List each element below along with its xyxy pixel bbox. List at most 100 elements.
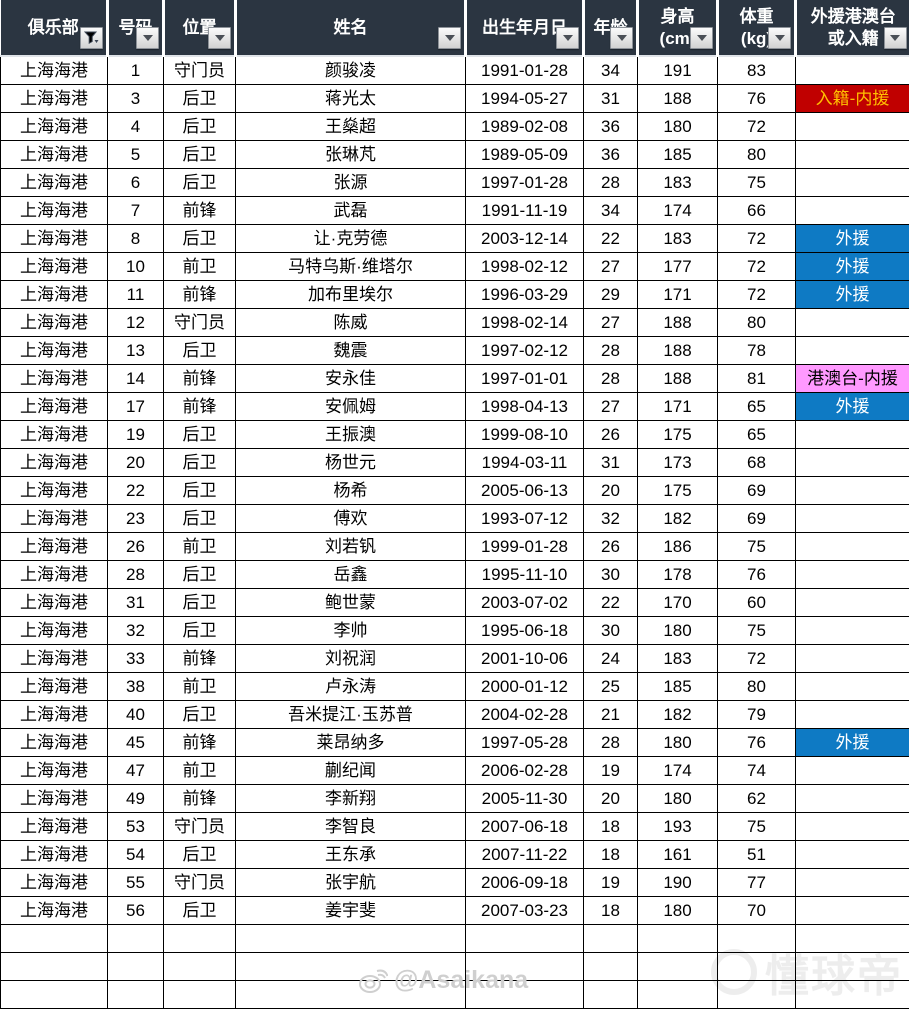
cell-name[interactable]: 傅欢 [236,505,466,533]
cell-age[interactable]: 22 [584,589,638,617]
cell-number[interactable]: 31 [108,589,164,617]
cell-number[interactable]: 47 [108,757,164,785]
cell-weight[interactable]: 76 [718,729,796,757]
cell-weight[interactable]: 72 [718,281,796,309]
cell-dob[interactable]: 2005-06-13 [466,477,584,505]
cell-age[interactable]: 25 [584,673,638,701]
cell-position[interactable]: 后卫 [164,113,236,141]
cell-name[interactable]: 马特乌斯·维塔尔 [236,253,466,281]
cell-dob[interactable]: 1997-02-12 [466,337,584,365]
cell-age[interactable]: 30 [584,561,638,589]
cell-name[interactable]: 李智良 [236,813,466,841]
cell-number[interactable]: 33 [108,645,164,673]
cell-age[interactable]: 30 [584,617,638,645]
cell-age[interactable]: 27 [584,309,638,337]
cell-age[interactable]: 32 [584,505,638,533]
cell-club[interactable]: 上海海港 [1,505,108,533]
cell-name[interactable]: 李新翔 [236,785,466,813]
cell-position[interactable]: 前卫 [164,757,236,785]
cell-position[interactable]: 守门员 [164,813,236,841]
empty-cell-name[interactable] [236,953,466,981]
cell-name[interactable]: 王燊超 [236,113,466,141]
cell-weight[interactable]: 75 [718,617,796,645]
cell-age[interactable]: 20 [584,785,638,813]
cell-dob[interactable]: 2005-11-30 [466,785,584,813]
cell-number[interactable]: 7 [108,197,164,225]
cell-age[interactable]: 20 [584,477,638,505]
empty-cell-weight[interactable] [718,925,796,953]
cell-number[interactable]: 11 [108,281,164,309]
cell-status[interactable] [796,757,909,785]
cell-age[interactable]: 27 [584,253,638,281]
cell-position[interactable]: 后卫 [164,897,236,925]
cell-dob[interactable]: 1994-05-27 [466,85,584,113]
cell-height[interactable]: 191 [638,56,718,85]
empty-cell-weight[interactable] [718,981,796,1009]
cell-weight[interactable]: 66 [718,197,796,225]
cell-dob[interactable]: 2003-12-14 [466,225,584,253]
cell-number[interactable]: 54 [108,841,164,869]
cell-status[interactable] [796,617,909,645]
cell-height[interactable]: 173 [638,449,718,477]
cell-dob[interactable]: 2007-06-18 [466,813,584,841]
cell-club[interactable]: 上海海港 [1,337,108,365]
cell-height[interactable]: 180 [638,617,718,645]
cell-weight[interactable]: 72 [718,113,796,141]
cell-height[interactable]: 180 [638,729,718,757]
empty-cell-weight[interactable] [718,953,796,981]
empty-cell-status[interactable] [796,925,909,953]
cell-height[interactable]: 183 [638,169,718,197]
cell-dob[interactable]: 1995-06-18 [466,617,584,645]
cell-position[interactable]: 前锋 [164,393,236,421]
cell-height[interactable]: 174 [638,757,718,785]
cell-status[interactable]: 外援 [796,393,909,421]
cell-club[interactable]: 上海海港 [1,253,108,281]
cell-number[interactable]: 23 [108,505,164,533]
cell-club[interactable]: 上海海港 [1,785,108,813]
cell-age[interactable]: 28 [584,337,638,365]
cell-status[interactable] [796,421,909,449]
cell-weight[interactable]: 79 [718,701,796,729]
cell-number[interactable]: 13 [108,337,164,365]
empty-cell-name[interactable] [236,981,466,1009]
cell-name[interactable]: 莱昂纳多 [236,729,466,757]
cell-weight[interactable]: 72 [718,225,796,253]
cell-club[interactable]: 上海海港 [1,729,108,757]
empty-cell-club[interactable] [1,981,108,1009]
cell-position[interactable]: 前锋 [164,729,236,757]
empty-cell-number[interactable] [108,925,164,953]
cell-position[interactable]: 前锋 [164,785,236,813]
cell-dob[interactable]: 1994-03-11 [466,449,584,477]
cell-number[interactable]: 3 [108,85,164,113]
cell-height[interactable]: 182 [638,701,718,729]
cell-position[interactable]: 后卫 [164,561,236,589]
cell-height[interactable]: 185 [638,673,718,701]
cell-name[interactable]: 王振澳 [236,421,466,449]
empty-cell-club[interactable] [1,953,108,981]
cell-height[interactable]: 183 [638,225,718,253]
cell-club[interactable]: 上海海港 [1,393,108,421]
cell-weight[interactable]: 75 [718,533,796,561]
cell-height[interactable]: 175 [638,421,718,449]
cell-age[interactable]: 31 [584,449,638,477]
cell-height[interactable]: 174 [638,197,718,225]
cell-status[interactable] [796,505,909,533]
cell-dob[interactable]: 1999-01-28 [466,533,584,561]
cell-height[interactable]: 188 [638,365,718,393]
cell-weight[interactable]: 81 [718,365,796,393]
cell-name[interactable]: 杨希 [236,477,466,505]
cell-club[interactable]: 上海海港 [1,449,108,477]
cell-dob[interactable]: 1998-02-14 [466,309,584,337]
cell-number[interactable]: 40 [108,701,164,729]
cell-club[interactable]: 上海海港 [1,841,108,869]
cell-height[interactable]: 182 [638,505,718,533]
cell-name[interactable]: 张宇航 [236,869,466,897]
cell-weight[interactable]: 76 [718,85,796,113]
cell-status[interactable] [796,561,909,589]
cell-name[interactable]: 吾米提江·玉苏普 [236,701,466,729]
cell-dob[interactable]: 1997-05-28 [466,729,584,757]
cell-status[interactable] [796,533,909,561]
cell-name[interactable]: 刘若钒 [236,533,466,561]
cell-age[interactable]: 26 [584,533,638,561]
cell-position[interactable]: 后卫 [164,449,236,477]
